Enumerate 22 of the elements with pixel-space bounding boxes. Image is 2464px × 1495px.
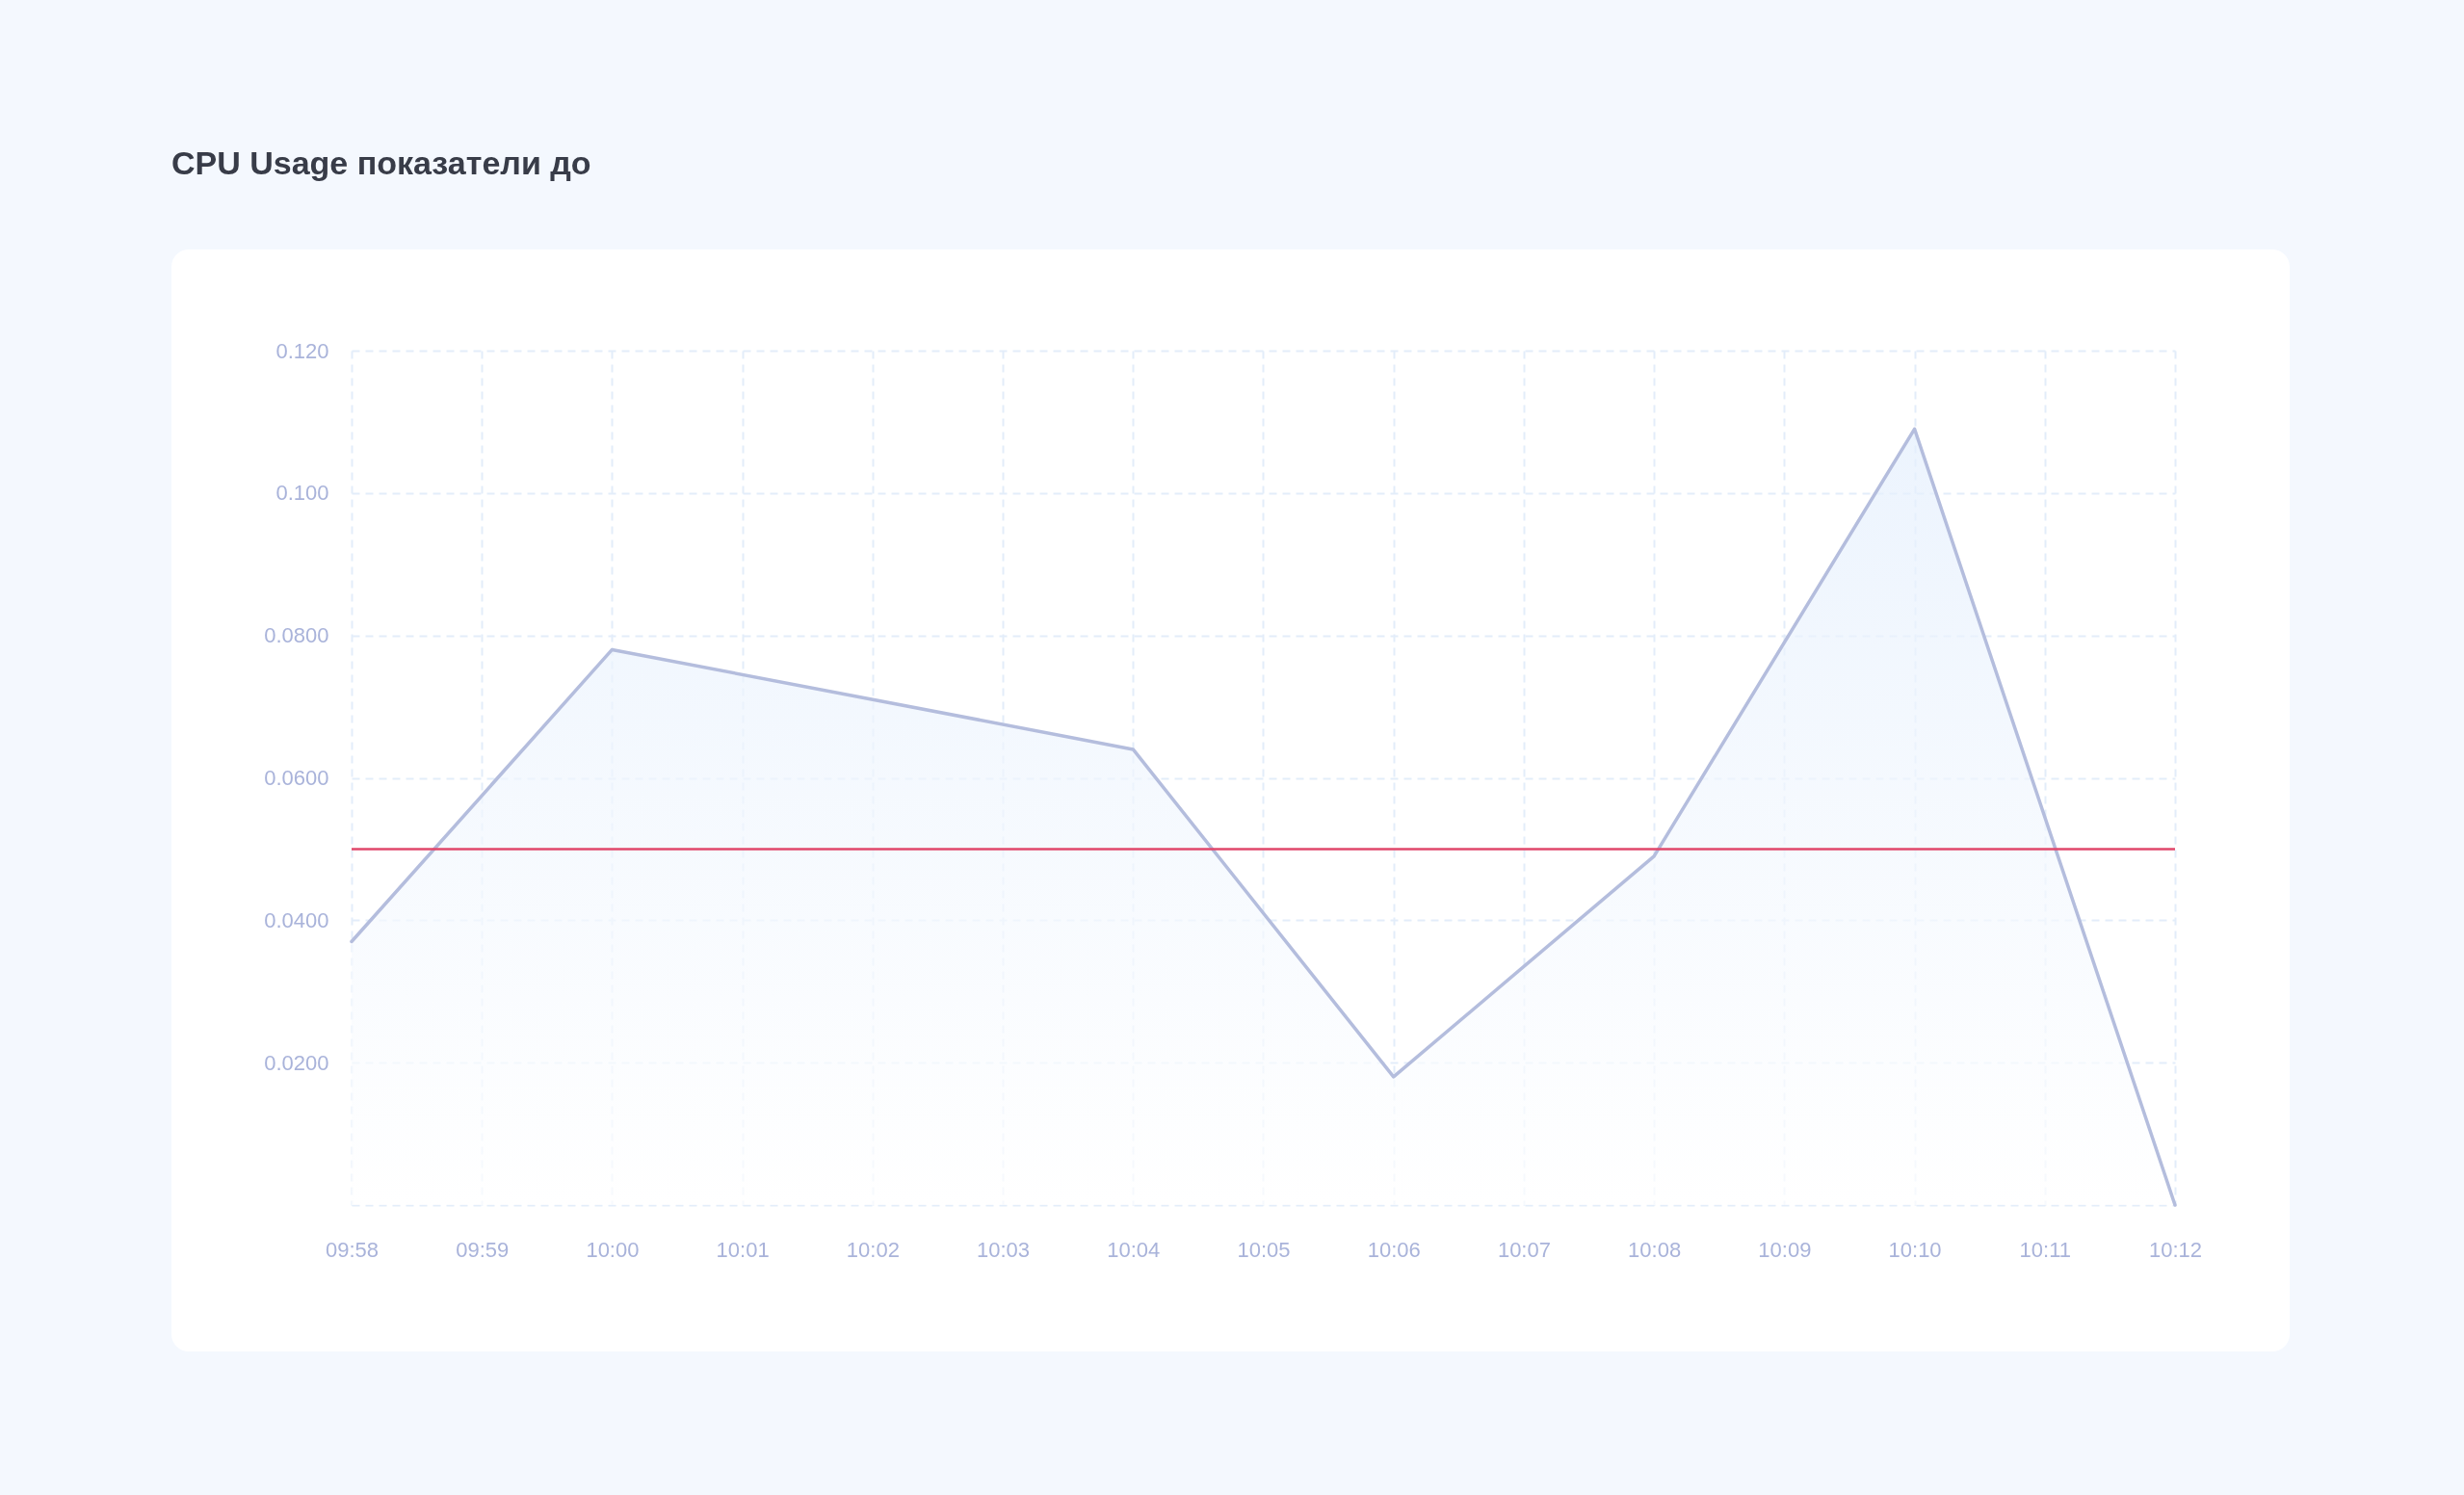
x-tick-label: 10:00 — [586, 1237, 640, 1262]
x-tick-label: 10:09 — [1758, 1237, 1812, 1262]
chart-title: CPU Usage показатели до — [171, 144, 591, 181]
x-tick-label: 10:06 — [1367, 1237, 1421, 1262]
x-tick-label: 10:04 — [1107, 1237, 1161, 1262]
x-tick-label: 10:02 — [846, 1237, 900, 1262]
y-tick-label: 0.0600 — [264, 766, 329, 790]
x-tick-label: 10:07 — [1497, 1237, 1551, 1262]
x-tick-label: 10:12 — [2148, 1237, 2203, 1262]
y-tick-label: 0.0200 — [264, 1050, 329, 1075]
y-tick-label: 0.120 — [275, 338, 329, 363]
y-tick-label: 0.100 — [275, 481, 329, 506]
y-tick-label: 0.0400 — [264, 907, 329, 932]
x-tick-label: 10:10 — [1888, 1237, 1942, 1262]
x-tick-label: 10:11 — [2019, 1237, 2071, 1262]
x-tick-label: 09:58 — [325, 1237, 380, 1262]
x-tick-label: 10:08 — [1628, 1237, 1682, 1262]
x-tick-label: 09:59 — [456, 1237, 510, 1262]
y-tick-label: 0.0800 — [264, 623, 329, 648]
x-tick-label: 10:05 — [1237, 1237, 1291, 1262]
x-tick-label: 10:03 — [977, 1237, 1031, 1262]
x-tick-label: 10:01 — [716, 1237, 770, 1262]
